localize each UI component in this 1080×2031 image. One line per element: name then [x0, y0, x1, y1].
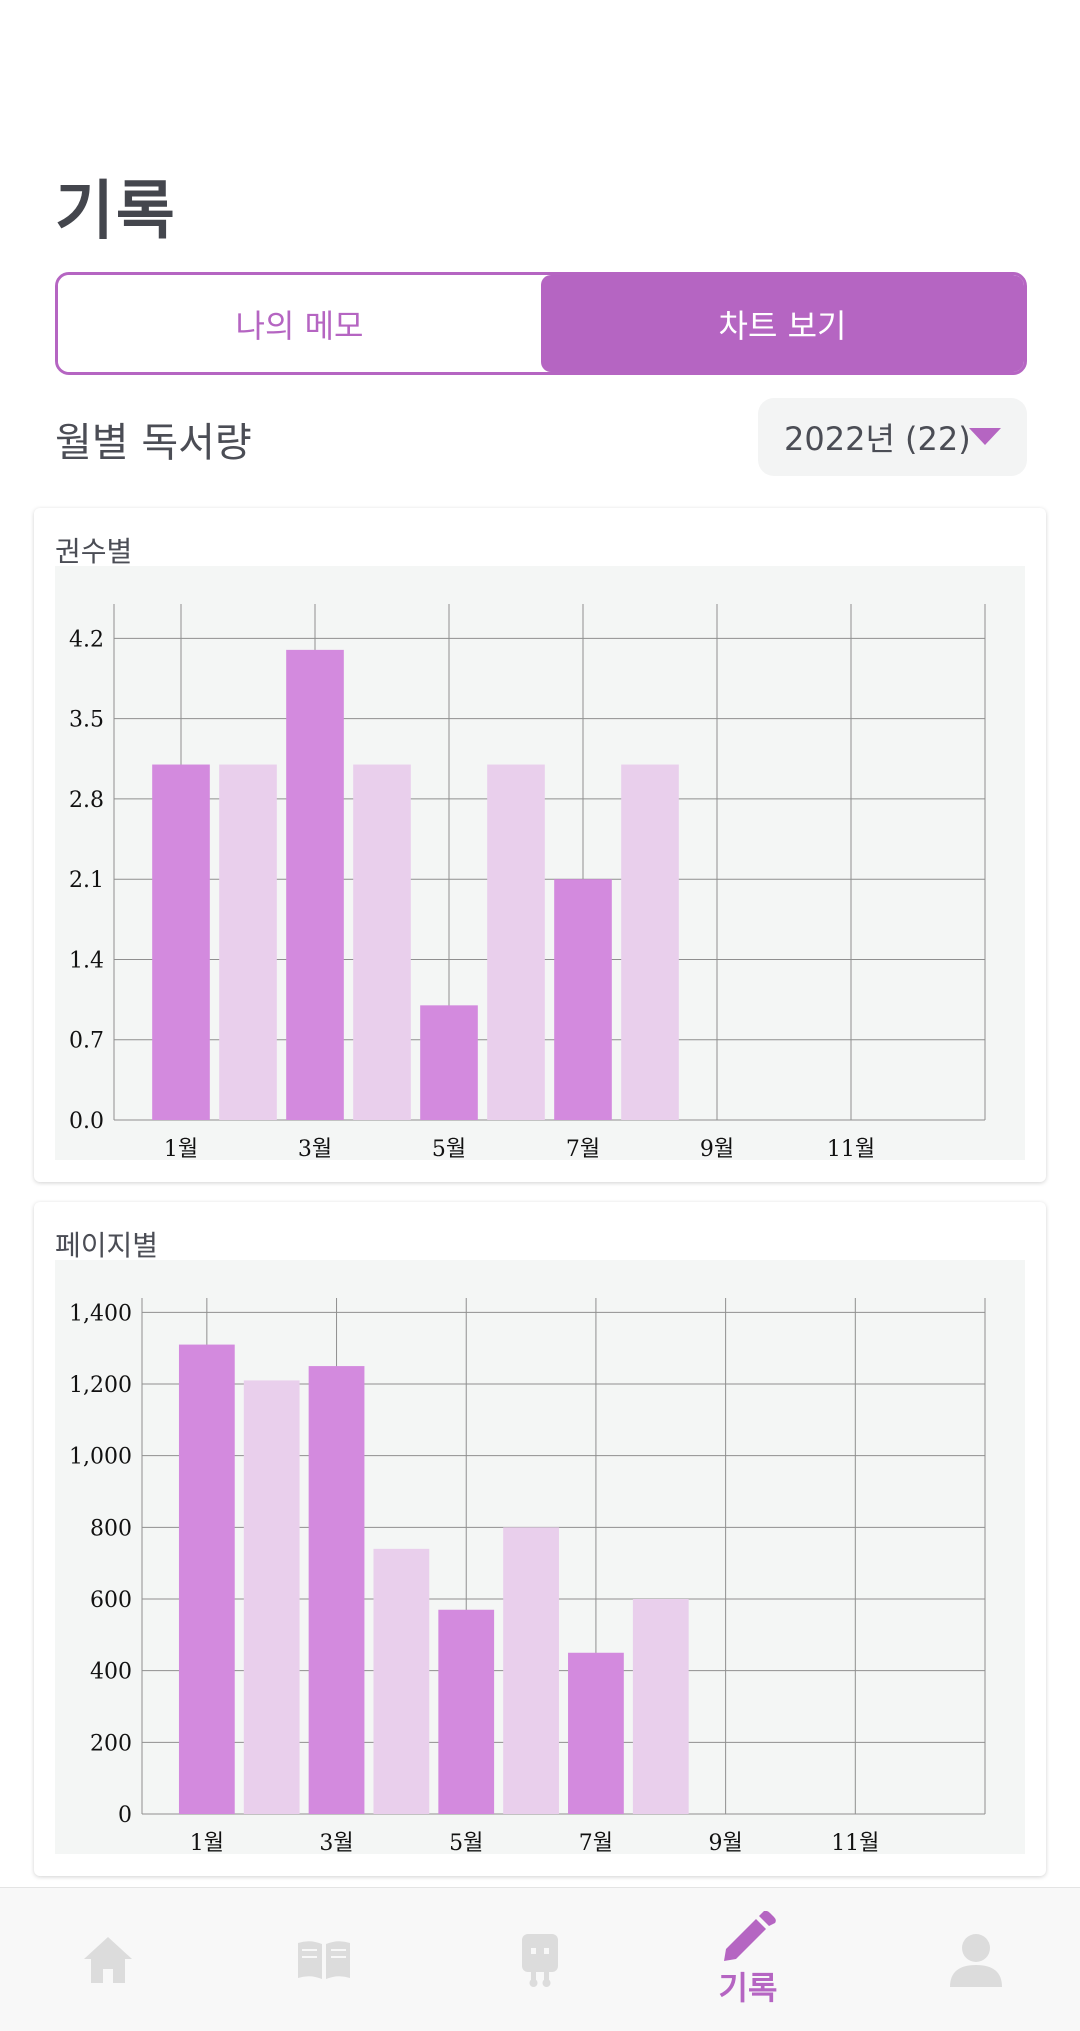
nav-profile[interactable] — [868, 1888, 1080, 2031]
nav-records-label: 기록 — [718, 1969, 778, 2007]
x-tick-label: 5월 — [449, 1831, 483, 1854]
chart-title-pages: 페이지별 — [55, 1229, 159, 1262]
bar-month-3[interactable] — [286, 649, 344, 1120]
y-tick-label: 1.4 — [69, 948, 104, 973]
chart-area-books: 0.0 0.7 1.4 2.1 2.8 3.5 4.2 1월 3월 5월 7월 9월 11월 — [55, 566, 1025, 1160]
x-tick-label: 9월 — [700, 1137, 734, 1160]
chart-title-books: 권수별 — [55, 535, 133, 568]
x-tick-label: 9월 — [708, 1831, 742, 1854]
bar-month-6[interactable] — [487, 764, 545, 1120]
x-tick-label: 3월 — [298, 1137, 332, 1160]
bar-month-2[interactable] — [219, 764, 277, 1120]
year-select-value: 2022년 (22) — [784, 420, 971, 458]
x-tick-label: 1월 — [190, 1831, 224, 1854]
y-tick-label: 400 — [90, 1660, 132, 1685]
caret-down-icon — [969, 428, 1001, 445]
chart-area-pages: 0 200 400 600 800 1,000 1,200 1,400 1월 3월 5월 7월 9월 11… — [55, 1260, 1025, 1854]
nav-library[interactable] — [216, 1888, 432, 2031]
y-tick-label: 600 — [90, 1588, 132, 1613]
bottom-nav: 기록 — [0, 1887, 1080, 2031]
bar-month-1[interactable] — [152, 764, 210, 1120]
chart-card-pages: 페이지별 0 200 400 600 800 1,000 1,200 1,400 1월 3월 5월 7… — [34, 1202, 1046, 1876]
y-tick-label: 0.0 — [69, 1109, 104, 1134]
x-tick-label: 11월 — [827, 1137, 875, 1160]
profile-icon — [950, 1934, 1002, 1987]
pencil-icon — [724, 1911, 776, 1961]
x-tick-label: 1월 — [164, 1137, 198, 1160]
chart-card-books: 권수별 0.0 0.7 1.4 2.1 2.8 3.5 4.2 1월 3월 5월 7월 9월 11월 — [34, 508, 1046, 1182]
bar-month-4[interactable] — [353, 764, 411, 1120]
bar-month-7[interactable] — [568, 1652, 624, 1814]
x-tick-label: 5월 — [432, 1137, 466, 1160]
bar-month-8[interactable] — [632, 1599, 689, 1814]
x-tick-label: 3월 — [319, 1831, 353, 1854]
nav-assistant[interactable] — [432, 1888, 648, 2031]
bar-month-1[interactable] — [178, 1344, 235, 1814]
y-tick-label: 4.2 — [69, 627, 104, 652]
bar-month-5[interactable] — [420, 1005, 478, 1120]
page-title: 기록 — [55, 175, 177, 249]
nav-home[interactable] — [0, 1888, 216, 2031]
x-tick-label: 11월 — [831, 1831, 879, 1854]
y-tick-label: 1,200 — [69, 1373, 132, 1398]
y-tick-label: 1,000 — [69, 1445, 132, 1470]
y-tick-label: 2.1 — [69, 868, 104, 893]
robot-icon — [522, 1934, 558, 1987]
book-icon — [298, 1941, 350, 1979]
bar-chart-pages: 0 200 400 600 800 1,000 1,200 1,400 1월 3월 5월 7월 9월 11… — [69, 1298, 986, 1854]
view-toggle: 나의 메모 차트 보기 — [55, 272, 1027, 375]
bar-month-2[interactable] — [243, 1380, 300, 1814]
y-tick-label: 800 — [90, 1516, 132, 1541]
bar-month-4[interactable] — [373, 1548, 430, 1814]
bar-month-7[interactable] — [554, 879, 612, 1120]
bar-month-5[interactable] — [438, 1609, 495, 1814]
y-tick-label: 0 — [118, 1803, 132, 1828]
home-icon — [84, 1937, 132, 1983]
bar-month-3[interactable] — [308, 1366, 365, 1814]
section-title: 월별 독서량 — [55, 420, 252, 466]
year-select[interactable]: 2022년 (22) — [758, 398, 1027, 476]
x-tick-label: 7월 — [566, 1137, 600, 1160]
y-tick-label: 2.8 — [69, 788, 104, 813]
tab-chart-view[interactable]: 차트 보기 — [541, 275, 1024, 372]
bar-chart-books: 0.0 0.7 1.4 2.1 2.8 3.5 4.2 1월 3월 5월 7월 9월 11월 — [69, 604, 986, 1160]
nav-records[interactable]: 기록 — [640, 1888, 856, 2031]
x-tick-label: 7월 — [579, 1831, 613, 1854]
bar-month-8[interactable] — [621, 764, 679, 1120]
y-tick-label: 0.7 — [69, 1029, 104, 1054]
bar-month-6[interactable] — [503, 1527, 559, 1814]
y-tick-label: 1,400 — [69, 1301, 132, 1326]
y-tick-label: 200 — [90, 1731, 132, 1756]
y-tick-label: 3.5 — [69, 708, 104, 733]
tab-my-memo[interactable]: 나의 메모 — [58, 275, 541, 372]
